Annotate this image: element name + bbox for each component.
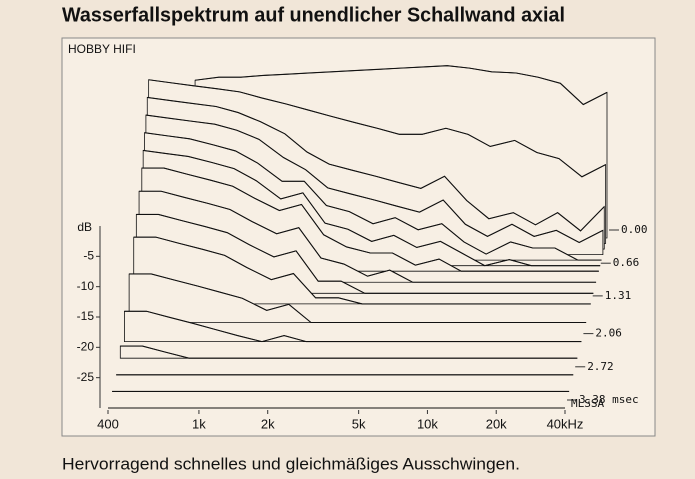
plot: -5 -10 -15 -20 -25 400 1k 2k 5k 10k 20k 40kHz 0.00 0.… <box>77 65 648 431</box>
slice-line <box>133 236 591 305</box>
note: MLSSA <box>571 397 604 410</box>
y-tick-label: -10 <box>77 279 95 293</box>
z-tick-label: 2.06 <box>595 327 622 340</box>
caption: Hervorragend schnelles und gleichmäßiges… <box>62 454 520 473</box>
brand: HOBBY HIFI <box>68 42 136 56</box>
slice-line <box>143 149 601 267</box>
x-tick-label: 2k <box>261 416 275 431</box>
slice-line <box>136 213 594 294</box>
x-tick-label: 1k <box>192 416 206 431</box>
y-axis-label: dB <box>77 220 92 234</box>
slice-line <box>139 190 597 283</box>
z-tick-label: 1.31 <box>605 289 632 302</box>
z-tick-label: 0.00 <box>621 223 648 236</box>
slice-line <box>145 114 604 244</box>
slice-line <box>141 167 599 272</box>
x-tick-label: 40kHz <box>547 416 584 431</box>
slice-line <box>148 79 606 178</box>
y-tick-label: -20 <box>77 340 95 354</box>
z-tick-label: 0.66 <box>613 256 640 269</box>
y-tick-label: -5 <box>83 249 94 263</box>
slice-line <box>144 132 602 261</box>
z-tick-label: 3.38 msec <box>579 393 639 406</box>
slice-line <box>195 65 608 106</box>
x-tick-label: 5k <box>352 416 366 431</box>
slice-line <box>124 310 582 343</box>
slice-line <box>129 273 587 324</box>
y-tick-label: -25 <box>77 370 95 384</box>
z-tick-label: 2.72 <box>587 360 614 373</box>
y-tick-label: -15 <box>77 309 95 323</box>
slice-line <box>120 345 578 359</box>
page-title: Wasserfallspektrum auf unendlicher Schal… <box>62 4 565 26</box>
x-tick-label: 400 <box>97 416 119 431</box>
x-tick-label: 10k <box>417 416 438 431</box>
slice-line <box>147 96 605 232</box>
x-tick-label: 20k <box>486 416 507 431</box>
